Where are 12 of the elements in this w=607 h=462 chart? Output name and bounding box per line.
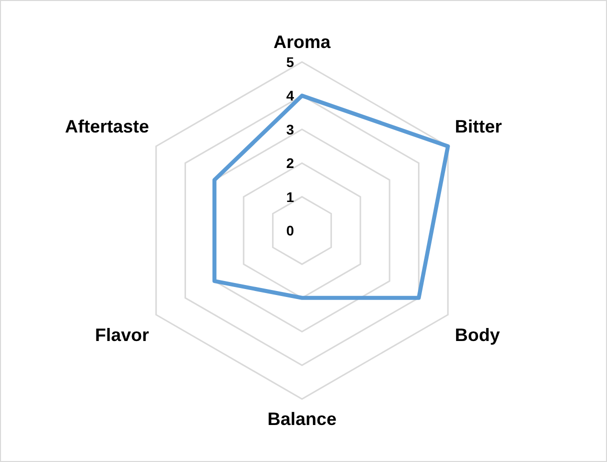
spoke-label: Body	[454, 324, 500, 345]
spoke-label: Flavor	[95, 324, 150, 345]
spoke-label: Bitter	[454, 116, 502, 136]
spoke-label: Balance	[267, 409, 337, 429]
y-tick-label: 4	[286, 88, 294, 104]
y-tick-label: 0	[286, 222, 294, 238]
y-tick-label: 1	[286, 188, 294, 205]
y-tick-label: 3	[286, 121, 294, 138]
y-tick-label: 5	[286, 54, 294, 70]
spoke-label: Aftertaste	[65, 116, 150, 136]
spoke-label: Aroma	[273, 32, 332, 52]
y-tick-label: 2	[286, 155, 294, 172]
